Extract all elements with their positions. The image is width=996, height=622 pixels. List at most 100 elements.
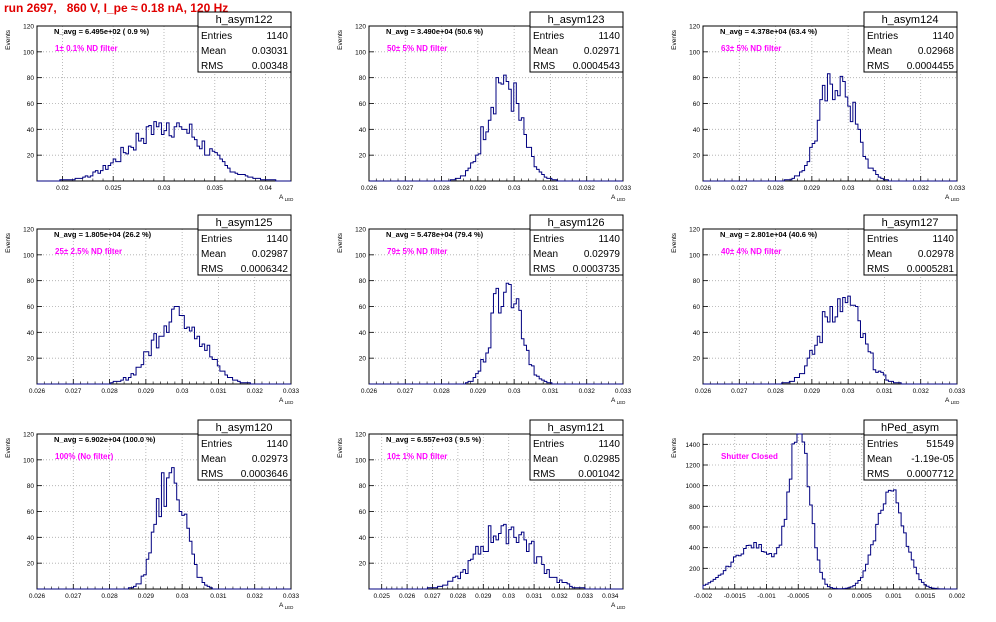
y-tick-label: 20 xyxy=(27,356,35,363)
x-tick-label: 0.031 xyxy=(876,388,893,395)
n-avg-label: N_avg = 1.805e+04 (26.2 %) xyxy=(54,230,152,239)
y-tick-label: 20 xyxy=(27,561,35,568)
stats-box: h_asym122 Entries 1140 Mean 0.03031 RMS 0.0034… xyxy=(197,11,292,73)
n-avg-label: N_avg = 5.478e+04 (79.4 %) xyxy=(386,230,484,239)
x-tick-label: -0.0005 xyxy=(787,593,809,600)
x-axis-title: A LED xyxy=(611,397,626,405)
n-avg-label: N_avg = 2.801e+04 (40.6 %) xyxy=(720,230,818,239)
y-tick-label: 60 xyxy=(359,101,367,108)
x-tick-label: 0.032 xyxy=(913,388,930,395)
stats-label: RMS xyxy=(533,264,556,275)
x-tick-label: 0.002 xyxy=(949,593,966,600)
stats-value: 0.0007712 xyxy=(907,469,955,480)
stats-value: 0.001042 xyxy=(578,469,620,480)
histogram-name: h_asym120 xyxy=(216,422,273,434)
stats-value: 0.0004455 xyxy=(907,61,955,72)
y-tick-label: 20 xyxy=(359,561,367,568)
stats-box: h_asym127 Entries 1140 Mean 0.02978 RMS 0.0005… xyxy=(863,214,958,276)
y-tick-label: 100 xyxy=(689,252,700,259)
x-tick-label: 0.026 xyxy=(695,185,712,192)
y-tick-label: 80 xyxy=(359,75,367,82)
y-tick-label: 200 xyxy=(689,566,700,573)
y-axis-title: Events xyxy=(671,29,678,50)
y-tick-label: 80 xyxy=(359,483,367,490)
x-tick-label: 0.033 xyxy=(283,593,300,600)
histogram-name: h_asym121 xyxy=(548,422,605,434)
y-tick-label: 120 xyxy=(23,227,34,234)
filter-annotation: 25± 2.5% ND filter xyxy=(55,247,122,256)
x-tick-label: 0.028 xyxy=(433,185,450,192)
x-tick-label: 0.031 xyxy=(210,593,227,600)
histogram-name: h_asym122 xyxy=(216,14,273,26)
x-tick-label: 0.028 xyxy=(450,593,467,600)
stats-value: 1140 xyxy=(932,31,954,42)
stats-value: 0.02978 xyxy=(918,249,955,260)
y-tick-label: 120 xyxy=(355,24,366,31)
stats-label: RMS xyxy=(533,469,556,480)
y-tick-label: 20 xyxy=(27,153,35,160)
x-tick-label: 0.03 xyxy=(502,593,515,600)
stats-box-frame xyxy=(197,11,292,73)
x-tick-label: 0.001 xyxy=(885,593,902,600)
y-tick-label: 60 xyxy=(693,304,701,311)
x-tick-label: 0.03 xyxy=(508,388,521,395)
y-tick-label: 80 xyxy=(693,75,701,82)
stats-label: RMS xyxy=(201,469,224,480)
y-tick-label: 1200 xyxy=(686,463,701,470)
x-tick-label: 0.027 xyxy=(731,185,748,192)
y-tick-label: 80 xyxy=(359,278,367,285)
stats-label: Mean xyxy=(867,454,892,465)
stats-value: -1.19e-05 xyxy=(911,454,954,465)
y-axis-title: Events xyxy=(671,232,678,253)
x-tick-label: 0.028 xyxy=(101,593,118,600)
n-avg-label: N_avg = 6.495e+02 ( 0.9 %) xyxy=(54,27,150,36)
stats-box: h_asym124 Entries 1140 Mean 0.02968 RMS 0.0004… xyxy=(863,11,958,73)
stats-label: Mean xyxy=(533,46,558,57)
filter-annotation: 1± 0.1% ND filter xyxy=(55,44,118,53)
x-tick-label: 0.025 xyxy=(374,593,391,600)
stats-label: RMS xyxy=(201,264,224,275)
x-tick-label: 0 xyxy=(828,593,832,600)
y-tick-label: 80 xyxy=(27,75,35,82)
x-tick-label: 0.04 xyxy=(259,185,272,192)
histogram-name: h_asym127 xyxy=(882,217,939,229)
x-tick-label: 0.029 xyxy=(804,185,821,192)
y-tick-label: 40 xyxy=(27,330,35,337)
x-tick-label: 0.025 xyxy=(105,185,122,192)
y-tick-label: 120 xyxy=(689,24,700,31)
y-tick-label: 60 xyxy=(27,101,35,108)
x-axis-title: A LED xyxy=(945,194,960,202)
stats-value: 0.02973 xyxy=(252,454,289,465)
y-tick-label: 60 xyxy=(27,304,35,311)
x-tick-label: 0.026 xyxy=(695,388,712,395)
stats-value: 0.0003735 xyxy=(573,264,621,275)
x-tick-label: 0.035 xyxy=(207,185,224,192)
x-tick-label: 0.029 xyxy=(138,388,155,395)
y-tick-label: 40 xyxy=(27,535,35,542)
x-axis-title: A LED xyxy=(611,602,626,610)
y-tick-label: 20 xyxy=(359,153,367,160)
x-tick-label: 0.026 xyxy=(399,593,416,600)
stats-value: 0.02985 xyxy=(584,454,621,465)
x-tick-label: 0.027 xyxy=(65,388,82,395)
stats-value: 1140 xyxy=(598,31,620,42)
x-tick-label: 0.03 xyxy=(176,593,189,600)
x-tick-label: 0.032 xyxy=(551,593,568,600)
y-tick-label: 60 xyxy=(359,304,367,311)
y-tick-label: 1400 xyxy=(686,442,701,449)
stats-label: RMS xyxy=(867,469,890,480)
stats-box-frame xyxy=(863,419,958,481)
histogram-panel-h_asym122: 0.02 0.025 0.03 0.035 0.04 20 40 60 80 100 120 Even… xyxy=(5,11,294,202)
x-tick-label: 0.027 xyxy=(397,388,414,395)
stats-label: Entries xyxy=(201,439,232,450)
y-axis-title: Events xyxy=(337,232,344,253)
stats-label: Entries xyxy=(533,439,564,450)
x-tick-label: 0.03 xyxy=(176,388,189,395)
x-tick-label: 0.031 xyxy=(526,593,543,600)
y-tick-label: 60 xyxy=(27,509,35,516)
stats-label: Mean xyxy=(201,454,226,465)
x-tick-label: 0.026 xyxy=(29,593,46,600)
x-axis-title: A LED xyxy=(279,397,294,405)
n-avg-label: N_avg = 3.490e+04 (50.6 %) xyxy=(386,27,484,36)
x-tick-label: 0.027 xyxy=(731,388,748,395)
